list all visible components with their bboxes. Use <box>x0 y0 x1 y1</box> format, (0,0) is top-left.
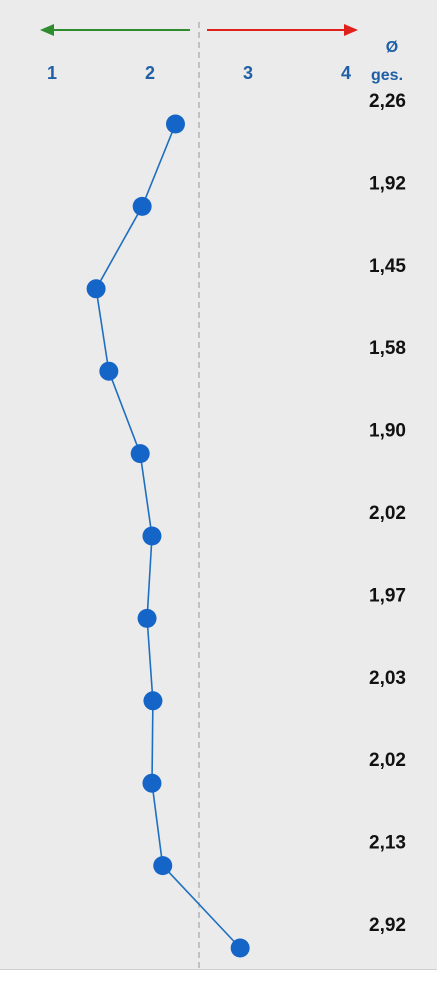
value-label: 1,92 <box>369 173 406 194</box>
value-label: 2,02 <box>369 503 406 524</box>
series-line <box>95 123 241 949</box>
data-point <box>137 608 157 628</box>
data-point <box>86 279 106 299</box>
value-label: 2,02 <box>369 750 406 771</box>
value-label: 2,26 <box>369 91 406 112</box>
data-point <box>165 114 185 134</box>
right-arrow-icon <box>344 24 358 36</box>
direction-arrows <box>40 24 358 36</box>
x-tick-label: 1 <box>47 63 57 83</box>
value-labels: 2,26 1,92 1,45 1,58 1,90 2,02 1,97 2,03 2,02 2,13… <box>369 91 406 936</box>
data-point <box>142 773 162 793</box>
x-axis-ticks: 1 2 3 4 <box>47 63 351 83</box>
data-point <box>142 526 162 546</box>
x-tick-label: 3 <box>243 63 253 83</box>
value-label: 1,58 <box>369 338 406 359</box>
value-label: 2,03 <box>369 668 406 689</box>
data-point <box>153 856 173 876</box>
x-tick-label: 2 <box>145 63 155 83</box>
data-points <box>86 114 250 958</box>
value-label: 1,90 <box>369 421 406 442</box>
data-point <box>130 444 150 464</box>
data-point <box>230 938 250 958</box>
data-point <box>143 691 163 711</box>
value-label: 1,45 <box>369 256 406 277</box>
left-arrow-icon <box>40 24 54 36</box>
value-label: 2,13 <box>369 833 406 854</box>
value-label: 1,97 <box>369 585 406 606</box>
column-header-symbol: Ø <box>386 39 398 56</box>
value-label: 2,92 <box>369 915 406 936</box>
column-header-text: ges. <box>371 67 403 84</box>
data-point <box>132 196 152 216</box>
data-point <box>99 361 119 381</box>
x-tick-label: 4 <box>341 63 351 83</box>
